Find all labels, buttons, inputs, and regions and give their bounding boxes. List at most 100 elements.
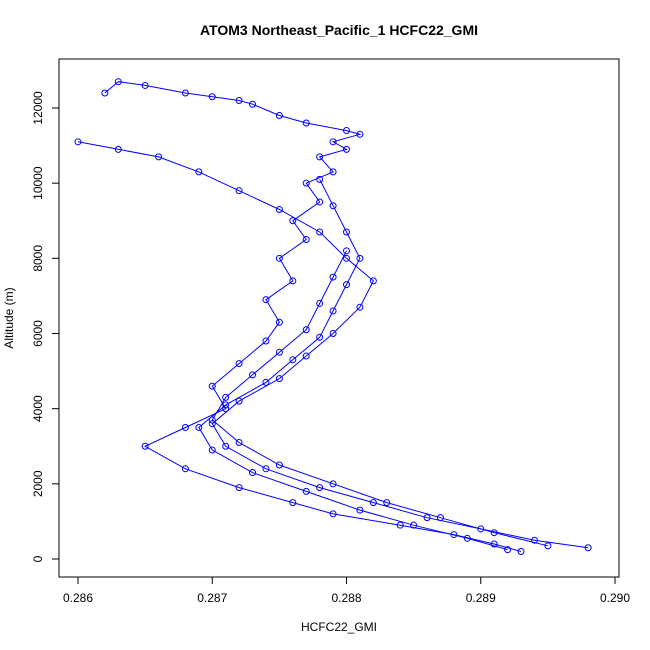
- data-point: [275, 461, 283, 469]
- series-line: [198, 179, 508, 551]
- data-point: [490, 529, 498, 537]
- x-tick-label: 0.290: [600, 591, 630, 605]
- data-point: [584, 544, 592, 552]
- data-point: [343, 145, 350, 153]
- y-tick-label: 8000: [31, 245, 45, 272]
- data-point: [181, 465, 189, 473]
- data-point: [249, 100, 257, 108]
- data-point: [222, 393, 230, 401]
- data-point: [329, 202, 337, 210]
- data-point: [275, 318, 283, 326]
- y-tick-label: 2000: [31, 470, 45, 497]
- data-point: [410, 521, 418, 529]
- data-point: [316, 299, 324, 307]
- data-point: [155, 153, 163, 161]
- series-line: [211, 250, 549, 547]
- data-point: [302, 179, 310, 187]
- data-point: [235, 484, 243, 492]
- x-axis: 0.286 0.287 0.288 0.289 0.290: [63, 576, 630, 605]
- data-point: [436, 514, 444, 522]
- data-point: [141, 81, 149, 89]
- data-point: [208, 446, 216, 454]
- x-axis-label: HCFC22_GMI: [301, 620, 377, 634]
- data-point: [302, 487, 310, 495]
- data-point: [302, 119, 310, 127]
- data-point: [329, 510, 337, 518]
- data-point: [316, 484, 324, 492]
- data-point: [343, 281, 350, 289]
- data-point: [195, 168, 203, 176]
- x-tick-label: 0.288: [331, 591, 361, 605]
- y-tick-label: 0: [31, 555, 45, 562]
- data-point: [316, 333, 324, 341]
- data-point: [463, 534, 471, 542]
- data-point: [544, 542, 552, 550]
- data-point: [396, 521, 404, 529]
- data-point: [289, 499, 297, 507]
- data-point: [289, 277, 297, 285]
- data-point: [181, 89, 189, 97]
- plot-frame: [58, 58, 620, 578]
- y-axis-label: Altitude (m): [2, 287, 16, 348]
- data-point: [302, 326, 310, 334]
- data-point: [316, 228, 324, 236]
- data-point: [141, 442, 149, 450]
- y-tick-label: 10000: [31, 166, 45, 200]
- data-point: [181, 423, 189, 431]
- data-point: [343, 127, 350, 135]
- data-point: [275, 348, 283, 356]
- data-point: [490, 540, 498, 548]
- data-point: [316, 175, 324, 183]
- data-point: [262, 337, 270, 345]
- data-point: [343, 247, 350, 255]
- data-point: [329, 480, 337, 488]
- data-point: [343, 228, 350, 236]
- x-tick-label: 0.286: [63, 591, 93, 605]
- data-point: [504, 546, 512, 554]
- data-point: [356, 303, 364, 311]
- data-point: [235, 438, 243, 446]
- data-point: [356, 130, 364, 138]
- data-point: [383, 499, 391, 507]
- data-point: [329, 330, 337, 337]
- data-point: [477, 525, 485, 533]
- data-point: [222, 405, 230, 413]
- chart-title: ATOM3 Northeast_Pacific_1 HCFC22_GMI: [200, 22, 478, 38]
- data-point: [208, 416, 216, 424]
- data-point: [343, 254, 350, 262]
- data-point: [302, 236, 310, 244]
- x-tick-label: 0.289: [466, 591, 496, 605]
- data-point: [222, 401, 230, 409]
- y-tick-label: 6000: [31, 320, 45, 347]
- data-point: [423, 514, 431, 522]
- y-axis: 0 2000 4000 6000 8000 10000 12000: [31, 91, 60, 562]
- data-point: [275, 254, 283, 262]
- data-point: [356, 254, 364, 262]
- data-point: [249, 469, 257, 477]
- data-point: [369, 277, 377, 285]
- data-point: [289, 356, 297, 364]
- data-point: [208, 420, 216, 428]
- y-tick-label: 12000: [31, 91, 45, 125]
- data-point: [114, 78, 122, 86]
- data-point: [329, 273, 337, 281]
- data-point: [530, 536, 538, 544]
- data-point: [356, 506, 364, 514]
- data-point: [235, 397, 243, 405]
- data-point: [329, 138, 337, 146]
- data-point: [316, 153, 324, 161]
- data-point: [195, 423, 203, 431]
- data-point: [249, 371, 257, 379]
- series-line: [104, 81, 522, 552]
- data-point: [208, 93, 216, 101]
- data-point: [275, 375, 283, 383]
- data-point: [369, 499, 377, 507]
- data-point: [235, 360, 243, 368]
- y-tick-label: 4000: [31, 395, 45, 422]
- data-point: [262, 465, 270, 473]
- data-point: [114, 145, 122, 153]
- data-point: [329, 168, 337, 176]
- data-point: [74, 138, 82, 146]
- data-layer: [74, 78, 592, 555]
